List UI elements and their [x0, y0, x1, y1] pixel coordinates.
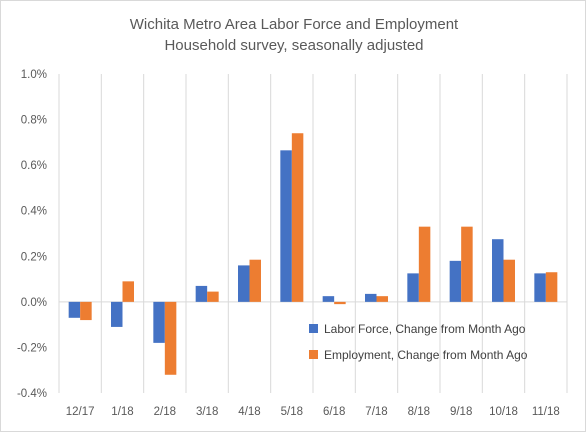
legend: Labor Force, Change from Month Ago Employ… — [309, 322, 528, 362]
bar-employment — [545, 272, 558, 302]
bar-employment — [80, 301, 92, 321]
bar-labor-force — [238, 265, 250, 302]
bar-employment — [249, 259, 261, 302]
bar-employment — [164, 301, 177, 375]
x-tick-label: 6/18 — [323, 406, 345, 418]
bar-labor-force — [365, 293, 377, 302]
bar-labor-force — [280, 150, 292, 302]
x-tick-label: 7/18 — [365, 406, 387, 418]
x-tick-label: 12/17 — [66, 406, 95, 418]
chart-title: Wichita Metro Area Labor Force and Emplo… — [130, 16, 459, 33]
x-tick-label: 11/18 — [532, 406, 560, 418]
y-tick-label: -0.2% — [17, 342, 47, 354]
x-tick-label: 1/18 — [111, 406, 133, 418]
x-tick-label: 9/18 — [450, 406, 472, 418]
y-tick-label: -0.4% — [17, 388, 47, 400]
bar-employment — [503, 259, 515, 302]
bar-labor-force — [534, 273, 546, 302]
bar-employment — [376, 296, 388, 302]
bar-labor-force — [407, 273, 419, 302]
bar-employment — [418, 226, 431, 302]
y-tick-label: 0.6% — [21, 160, 47, 172]
bar-labor-force — [111, 301, 123, 327]
bar-layer — [68, 133, 558, 375]
y-tick-label: 0.2% — [21, 251, 47, 263]
x-tick-label: 10/18 — [489, 406, 518, 418]
x-tick-label: 2/18 — [154, 406, 176, 418]
legend-label: Employment, Change from Month Ago — [324, 348, 528, 362]
legend-swatch — [309, 324, 318, 333]
bar-labor-force — [322, 296, 335, 302]
bar-employment — [334, 301, 346, 305]
legend-label: Labor Force, Change from Month Ago — [324, 322, 526, 336]
legend-swatch — [309, 350, 318, 359]
bar-employment — [207, 291, 219, 302]
bar-labor-force — [153, 301, 165, 343]
axis-layer: -0.4% -0.2% 0.0% 0.2% 0.4% 0.6% 0.8% 1.0% 12/17 1… — [17, 69, 560, 418]
y-tick-label: 1.0% — [21, 69, 47, 81]
bar-labor-force — [68, 301, 81, 318]
chart-subtitle: Household survey, seasonally adjusted — [164, 37, 423, 54]
bar-labor-force — [195, 285, 208, 302]
bar-labor-force — [492, 239, 504, 302]
y-tick-label: 0.4% — [21, 206, 47, 218]
x-tick-label: 3/18 — [196, 406, 218, 418]
grid-layer — [58, 74, 568, 393]
y-tick-label: 0.8% — [21, 115, 47, 127]
bar-employment — [122, 281, 134, 302]
bar-employment — [461, 226, 473, 302]
y-tick-label: 0.0% — [21, 297, 47, 309]
x-tick-label: 8/18 — [408, 406, 430, 418]
x-tick-label: 5/18 — [281, 406, 303, 418]
bar-employment — [291, 133, 304, 302]
x-tick-label: 4/18 — [238, 406, 260, 418]
bar-labor-force — [449, 260, 462, 302]
